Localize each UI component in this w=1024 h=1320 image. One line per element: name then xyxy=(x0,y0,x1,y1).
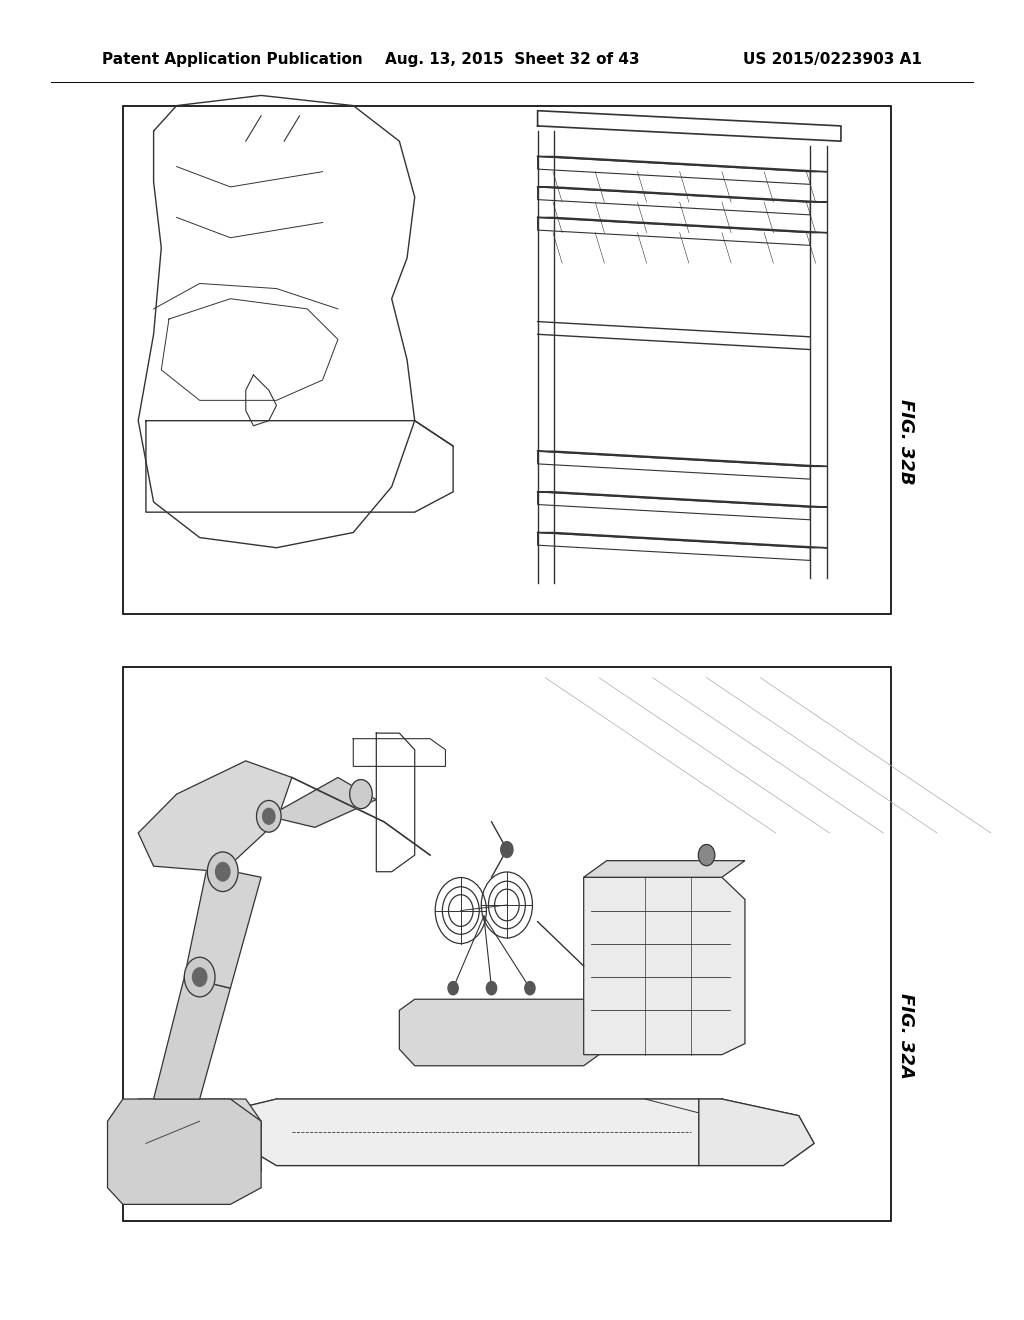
Polygon shape xyxy=(584,861,745,878)
Circle shape xyxy=(262,808,274,824)
Polygon shape xyxy=(268,777,377,828)
Text: FIG. 32B: FIG. 32B xyxy=(897,400,915,484)
Circle shape xyxy=(207,851,238,891)
Text: US 2015/0223903 A1: US 2015/0223903 A1 xyxy=(742,51,922,67)
Circle shape xyxy=(184,957,215,997)
Polygon shape xyxy=(698,1100,814,1166)
Polygon shape xyxy=(584,878,745,1055)
Circle shape xyxy=(256,800,281,832)
Circle shape xyxy=(525,982,536,995)
Polygon shape xyxy=(138,760,292,871)
Bar xyxy=(123,106,891,614)
Circle shape xyxy=(486,982,497,995)
Circle shape xyxy=(215,862,230,880)
Polygon shape xyxy=(399,999,599,1065)
Circle shape xyxy=(501,842,513,858)
Circle shape xyxy=(349,780,373,809)
Text: FIG. 32A: FIG. 32A xyxy=(897,994,915,1078)
Bar xyxy=(123,667,891,1221)
Polygon shape xyxy=(108,1100,261,1204)
Polygon shape xyxy=(115,1100,261,1188)
Circle shape xyxy=(449,982,459,995)
Circle shape xyxy=(698,845,715,866)
Polygon shape xyxy=(230,1100,753,1166)
Polygon shape xyxy=(154,977,230,1100)
Text: Patent Application Publication: Patent Application Publication xyxy=(102,51,364,67)
Text: Aug. 13, 2015  Sheet 32 of 43: Aug. 13, 2015 Sheet 32 of 43 xyxy=(385,51,639,67)
Polygon shape xyxy=(184,866,261,989)
Circle shape xyxy=(193,968,207,986)
